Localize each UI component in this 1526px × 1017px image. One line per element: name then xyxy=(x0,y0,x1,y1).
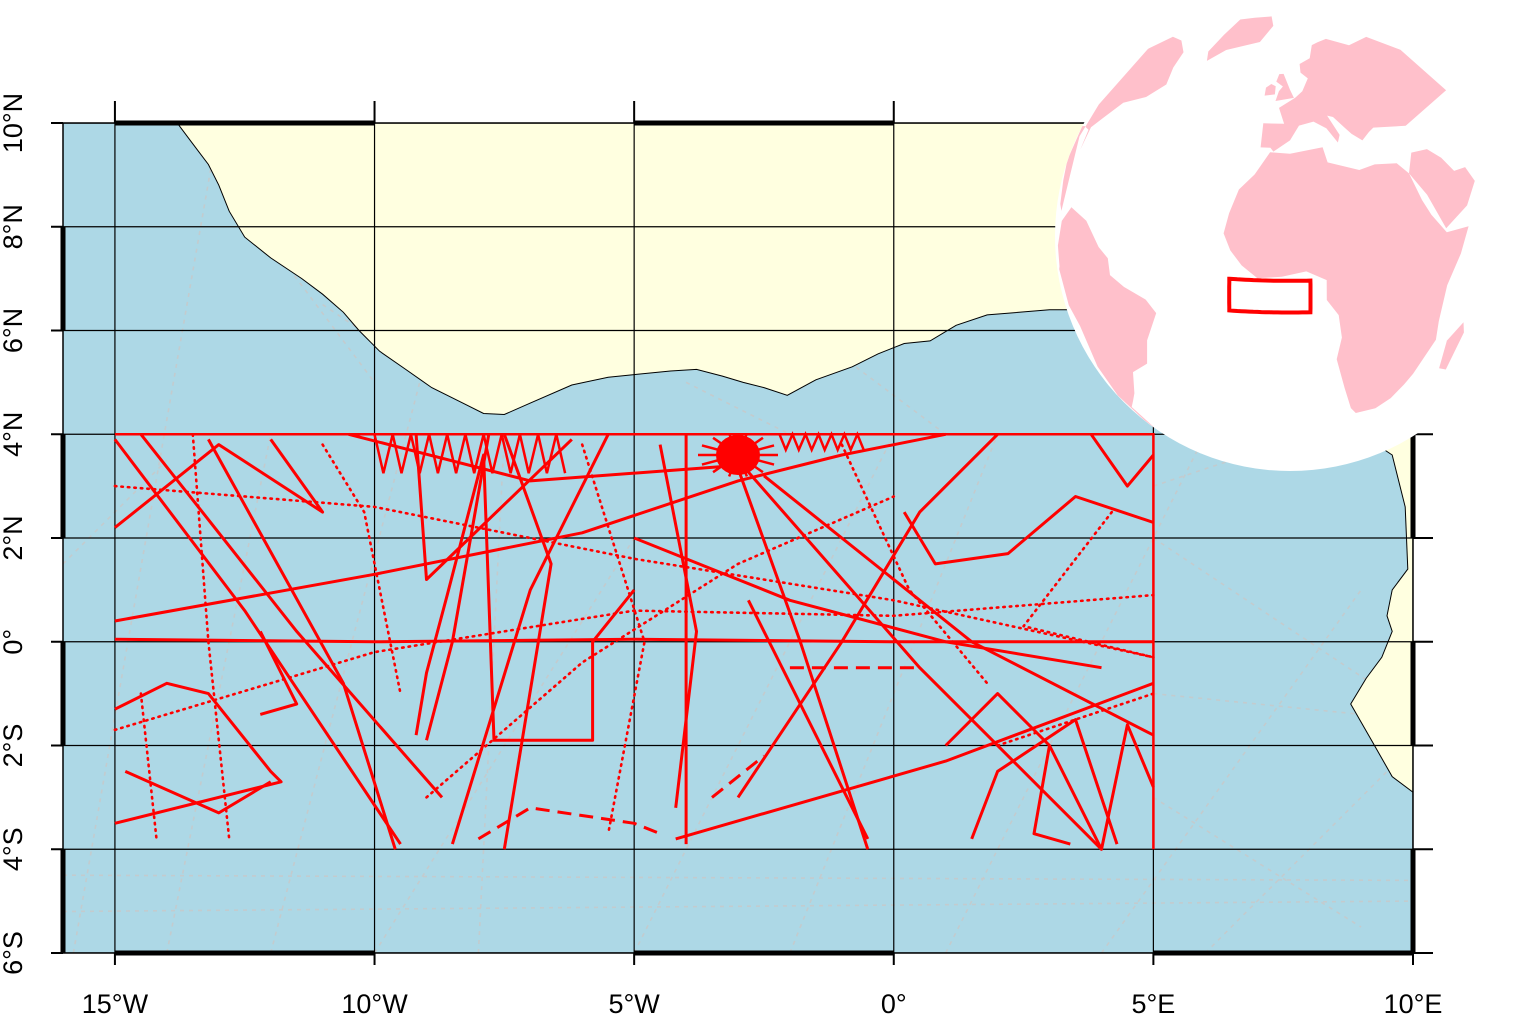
coastline xyxy=(176,123,1413,793)
ship-track xyxy=(633,536,1102,670)
lat-tick-label: 2°S xyxy=(0,724,28,768)
lat-tick-label: 4°S xyxy=(0,827,28,871)
lon-tick-label: 15°W xyxy=(82,989,149,1017)
ship-track xyxy=(711,754,765,799)
ship-track xyxy=(425,434,491,741)
ship-track xyxy=(747,599,870,840)
ship-track xyxy=(425,495,896,799)
ship-track xyxy=(1032,745,1071,846)
ship-track xyxy=(207,438,397,850)
ship-track xyxy=(414,453,636,742)
ship-track xyxy=(996,692,1155,747)
globe-land-arabia xyxy=(1409,149,1475,229)
ship-track xyxy=(373,434,567,474)
ship-track xyxy=(970,718,1119,845)
dense-track-cluster xyxy=(737,453,775,466)
axis-labels: 15°W 10°W 5°W 0° 5°E 10°E 10°N 8°N 6°N 4°N 2°N 0° 2°… xyxy=(0,93,1442,1017)
ship-track xyxy=(580,443,646,835)
lon-tick-label: 10°E xyxy=(1384,989,1443,1017)
ship-track xyxy=(321,443,402,695)
ship-track xyxy=(944,692,1155,851)
ship-track xyxy=(778,431,865,454)
ship-track xyxy=(139,692,158,841)
globe-selection-box xyxy=(1227,276,1313,315)
lat-tick-label: 0° xyxy=(0,629,28,655)
ship-track xyxy=(658,444,698,808)
lat-tick-label: 6°S xyxy=(0,931,28,975)
ship-track xyxy=(675,681,1154,841)
ship-track xyxy=(113,593,1155,732)
globe-land xyxy=(1057,16,1475,429)
globe-land-ireland xyxy=(1264,84,1276,96)
background-track xyxy=(218,174,376,383)
ship-track xyxy=(114,432,946,623)
globe-land-europe xyxy=(1260,36,1447,152)
background-track xyxy=(633,433,895,953)
dense-track-cluster xyxy=(727,454,740,477)
globe-land-northamerica xyxy=(1060,36,1184,211)
lat-tick-label: 6°N xyxy=(0,308,28,353)
ship-track xyxy=(113,438,325,529)
ship-tracks xyxy=(113,431,1155,851)
lat-tick-label: 2°N xyxy=(0,515,28,560)
dense-track-cluster xyxy=(737,453,764,474)
dense-track-cluster xyxy=(736,433,749,456)
dense-track-cluster xyxy=(712,436,739,457)
dense-track-cluster xyxy=(712,453,739,474)
background-track xyxy=(477,434,506,953)
ship-track xyxy=(726,438,870,850)
background-track xyxy=(63,900,1413,913)
dense-track-cluster xyxy=(701,444,739,457)
ship-track xyxy=(477,806,661,841)
ship-track xyxy=(113,484,1155,659)
dense-track-cluster xyxy=(727,433,740,456)
background-track xyxy=(72,123,220,953)
ship-track xyxy=(502,433,553,850)
globe-land-southamerica xyxy=(1057,207,1157,429)
inset-globe xyxy=(1055,1,1525,471)
background-track xyxy=(63,874,1413,882)
dense-track-cluster xyxy=(737,436,764,457)
ship-track xyxy=(763,474,1155,737)
ship-track xyxy=(114,681,283,825)
ship-track xyxy=(113,438,402,845)
lat-tick-label: 8°N xyxy=(0,204,28,249)
dense-track-cluster xyxy=(737,444,775,457)
lat-tick-label: 10°N xyxy=(0,93,28,153)
lon-tick-label: 0° xyxy=(881,989,907,1017)
background-track xyxy=(685,381,791,436)
lat-tick-label: 4°N xyxy=(0,412,28,457)
globe-land-uk xyxy=(1275,73,1294,101)
background-track xyxy=(1152,537,1388,695)
ship-track xyxy=(191,433,231,841)
ship-track xyxy=(139,433,444,799)
lon-tick-label: 5°E xyxy=(1131,989,1175,1017)
dense-track-cluster xyxy=(701,453,739,466)
background-track xyxy=(269,356,428,953)
globe-land-africa xyxy=(1223,147,1469,413)
background-track xyxy=(166,434,272,953)
ship-track xyxy=(114,637,1154,644)
ship-track xyxy=(450,433,610,845)
ship-track xyxy=(736,433,999,799)
lon-tick-label: 10°W xyxy=(341,989,408,1017)
background-track xyxy=(1100,589,1362,953)
dense-track-cluster xyxy=(736,454,749,477)
selection-box xyxy=(114,433,1155,850)
ship-track xyxy=(124,770,272,815)
ship-track xyxy=(1089,433,1155,488)
globe-land-madagascar xyxy=(1439,322,1464,370)
lon-tick-label: 5°W xyxy=(608,989,660,1017)
ship-track xyxy=(840,443,989,685)
ship-track xyxy=(902,495,1154,566)
ship-track xyxy=(258,630,299,716)
ship-track xyxy=(1022,510,1155,659)
globe-land-greenland xyxy=(1206,16,1274,61)
